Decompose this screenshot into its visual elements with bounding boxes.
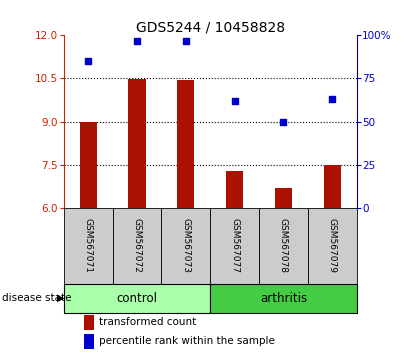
Bar [84,315,94,330]
Bar [324,165,341,208]
Point [182,38,189,44]
Bar [210,284,357,313]
Text: ▶: ▶ [57,293,64,303]
Bar [84,334,94,349]
Text: GSM567079: GSM567079 [328,218,337,273]
Text: GSM567071: GSM567071 [83,218,92,273]
Bar [64,208,113,284]
Bar [259,208,308,284]
Text: transformed count: transformed count [99,318,196,327]
Point [231,98,238,104]
Bar [64,284,210,313]
Title: GDS5244 / 10458828: GDS5244 / 10458828 [136,20,285,34]
Text: disease state: disease state [2,293,72,303]
Bar [308,208,357,284]
Text: percentile rank within the sample: percentile rank within the sample [99,336,275,346]
Bar [113,208,162,284]
Bar [226,171,243,208]
Bar [275,188,292,208]
Text: GSM567077: GSM567077 [230,218,239,273]
Bar [162,208,210,284]
Point [329,96,336,102]
Text: GSM567078: GSM567078 [279,218,288,273]
Text: control: control [116,292,157,304]
Point [85,58,91,64]
Bar [177,80,194,208]
Text: GSM567073: GSM567073 [181,218,190,273]
Bar [80,121,97,208]
Bar [210,208,259,284]
Point [280,119,287,124]
Text: GSM567072: GSM567072 [132,218,141,273]
Bar [128,79,145,208]
Point [134,38,140,44]
Text: arthritis: arthritis [260,292,307,304]
